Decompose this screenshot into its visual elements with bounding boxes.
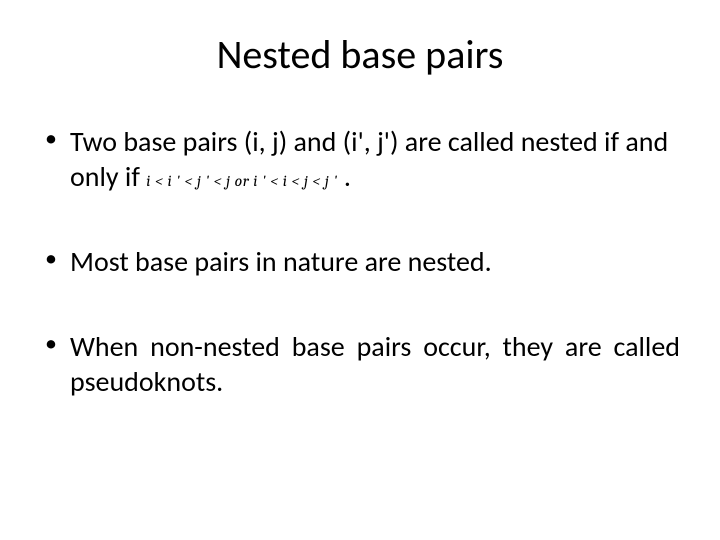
bullet-1-text-part2: . bbox=[338, 159, 351, 194]
bullet-item-1: Two base pairs (i, j) and (i', j') are c… bbox=[40, 124, 680, 194]
bullet-1-math: i < i ' < j ' < j or i ' < i < j < j ' bbox=[146, 172, 337, 190]
bullet-list: Two base pairs (i, j) and (i', j') are c… bbox=[40, 124, 680, 399]
bullet-2-text: Most base pairs in nature are nested. bbox=[70, 244, 492, 279]
slide-title: Nested base pairs bbox=[40, 30, 680, 79]
bullet-item-2: Most base pairs in nature are nested. bbox=[40, 244, 680, 279]
bullet-item-3: When non-nested base pairs occur, they a… bbox=[40, 329, 680, 399]
bullet-3-text: When non-nested base pairs occur, they a… bbox=[70, 329, 680, 399]
